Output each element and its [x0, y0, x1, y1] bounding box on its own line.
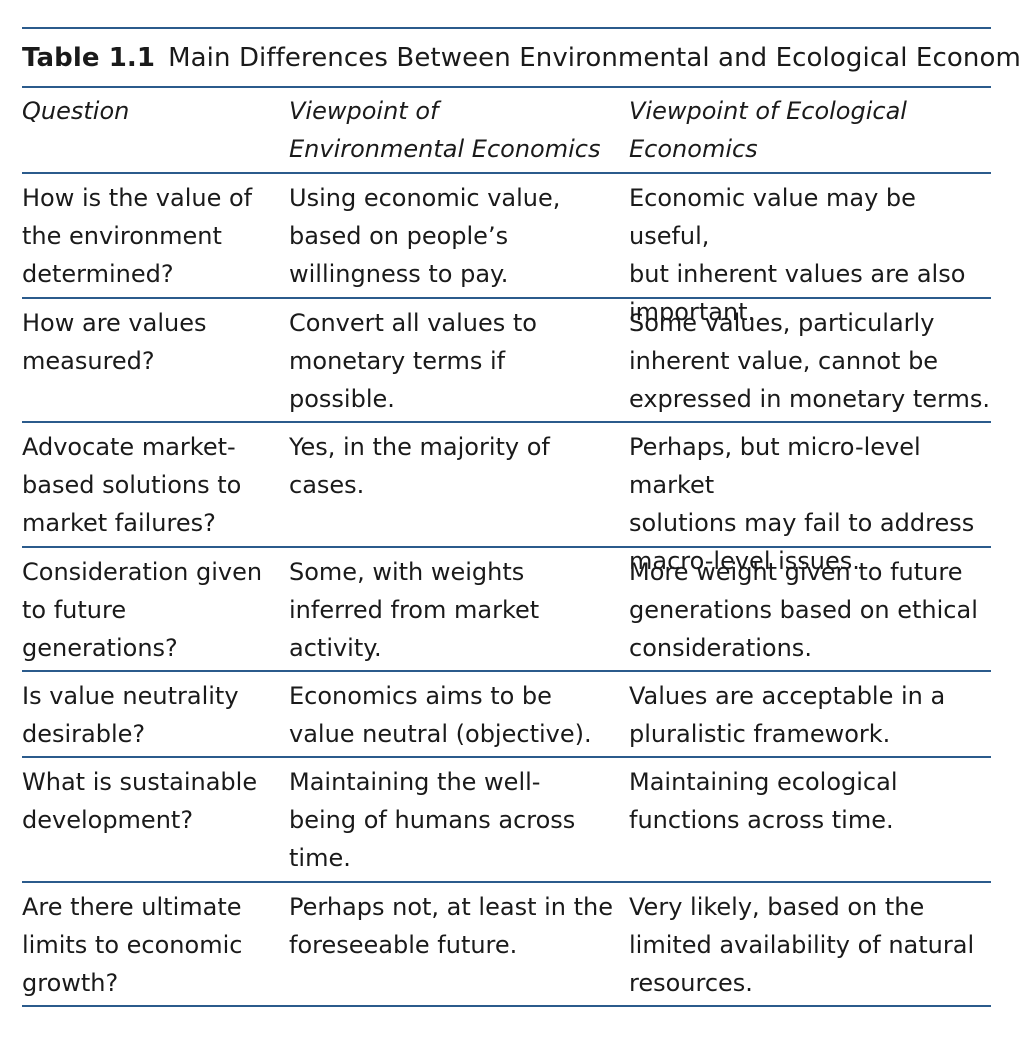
cell-ecological: More weight given to future generations … — [629, 558, 978, 662]
cell-environmental: Some, with weights inferred from market … — [289, 558, 540, 662]
cell-ecological: Very likely, based on the limited availa… — [629, 893, 975, 997]
table-row: Are there ultimate limits to economic gr… — [22, 883, 991, 1007]
table-number: Table 1.1 — [22, 42, 156, 73]
table-header-row: Question Viewpoint of Environmental Econ… — [22, 88, 991, 174]
cell-ecological: Values are acceptable in a pluralistic f… — [629, 682, 946, 748]
table-row: Consideration given to future generation… — [22, 548, 991, 672]
cell-ecological: Perhaps, but micro-level market solution… — [629, 433, 975, 575]
cell-question: How is the value of the environment dete… — [22, 184, 253, 288]
header-question: Question — [22, 97, 130, 125]
table-row: Is value neutrality desirable? Economics… — [22, 672, 991, 758]
cell-environmental: Yes, in the majority of cases. — [289, 433, 550, 499]
cell-question: Consideration given to future generation… — [22, 558, 263, 662]
cell-environmental: Maintaining the well- being of humans ac… — [289, 768, 576, 872]
table-title: Main Differences Between Environmental a… — [168, 42, 1022, 73]
cell-question: Advocate market- based solutions to mark… — [22, 433, 242, 537]
cell-question: How are values measured? — [22, 309, 207, 375]
table-row: What is sustainable development? Maintai… — [22, 758, 991, 883]
cell-environmental: Economics aims to be value neutral (obje… — [289, 682, 592, 748]
comparison-table: Table 1.1 Main Differences Between Envir… — [22, 27, 1022, 1007]
table-row: How is the value of the environment dete… — [22, 174, 991, 326]
cell-environmental: Perhaps not, at least in the foreseeable… — [289, 893, 613, 959]
cell-question: What is sustainable development? — [22, 768, 258, 834]
table-row: Advocate market- based solutions to mark… — [22, 423, 991, 575]
cell-ecological: Some values, particularly inherent value… — [629, 309, 991, 413]
header-ecological: Viewpoint of Ecological Economics — [629, 97, 907, 163]
cell-ecological: Maintaining ecological functions across … — [629, 768, 898, 834]
cell-environmental: Convert all values to monetary terms if … — [289, 309, 537, 413]
table-row: How are values measured? Convert all val… — [22, 299, 991, 423]
cell-environmental: Using economic value, based on people’s … — [289, 184, 561, 288]
cell-question: Are there ultimate limits to economic gr… — [22, 893, 243, 997]
table-caption: Table 1.1 Main Differences Between Envir… — [22, 27, 1022, 88]
cell-ecological: Economic value may be useful, but inhere… — [629, 184, 966, 326]
cell-question: Is value neutrality desirable? — [22, 682, 239, 748]
header-environmental: Viewpoint of Environmental Economics — [289, 97, 601, 163]
